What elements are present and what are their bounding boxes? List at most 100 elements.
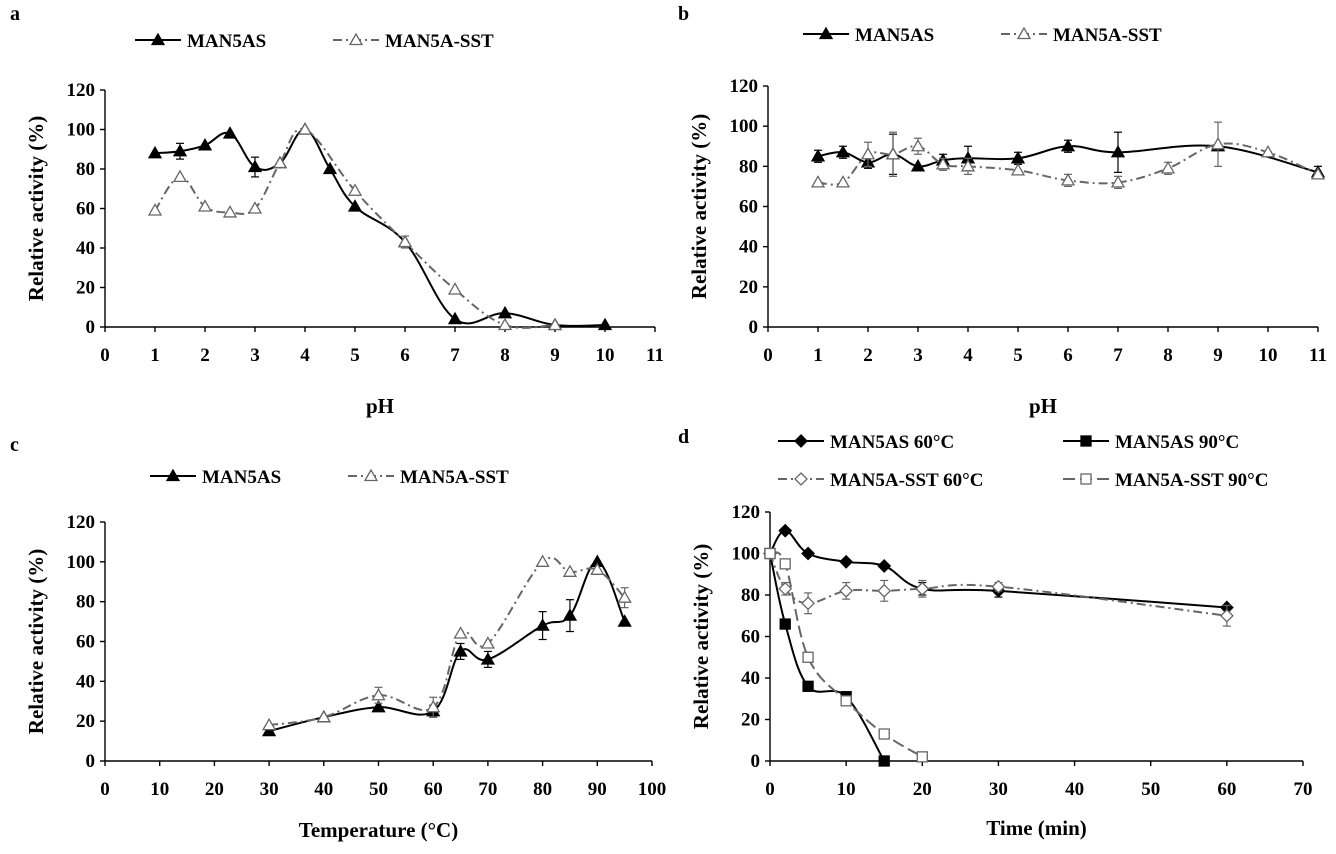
data-point	[197, 137, 213, 151]
legend-marker	[1080, 435, 1092, 447]
x-tick-label: 90	[588, 779, 607, 800]
x-tick-label: 50	[1141, 779, 1160, 800]
y-tick-label: 120	[730, 76, 759, 97]
data-point	[1010, 150, 1026, 164]
x-tick-label: 40	[1065, 779, 1084, 800]
data-point	[261, 723, 277, 737]
series-line	[769, 553, 1227, 617]
x-tick-label: 0	[765, 779, 775, 800]
data-point	[590, 562, 605, 575]
legend: MAN5AS 60°C MAN5AS 90°C MAN5A-SST 60°C MAN5…	[778, 432, 1268, 491]
x-tick-label: 0	[763, 345, 773, 366]
data-point	[480, 652, 496, 665]
y-tick-label: 80	[76, 159, 95, 180]
x-tick-label: 4	[963, 345, 973, 366]
data-point	[1210, 136, 1226, 150]
y-tick-label: 20	[739, 277, 758, 298]
x-tick-label: 11	[1309, 345, 1327, 366]
data-point	[617, 590, 632, 603]
legend-label: MAN5AS 60°C	[830, 432, 954, 453]
x-tick-label: 7	[450, 345, 460, 366]
panel-letter: d	[678, 427, 689, 448]
legend-marker	[348, 32, 364, 46]
series-2	[147, 122, 563, 331]
data-point	[839, 583, 854, 598]
y-axis-title: Relative activity (%)	[689, 544, 713, 729]
data-point	[810, 175, 826, 188]
data-point	[764, 547, 776, 560]
legend: MAN5AS MAN5A-SST	[803, 25, 1162, 46]
y-tick-label: 120	[67, 80, 96, 101]
legend: MAN5AS MAN5A-SST	[135, 31, 494, 52]
legend-label: MAN5AS	[855, 25, 934, 46]
y-tick-label: 100	[732, 544, 761, 565]
data-point	[147, 145, 163, 159]
x-tick-label: 10	[150, 779, 169, 800]
series-1	[261, 554, 632, 737]
data-point	[147, 203, 163, 216]
x-tick-label: 4	[300, 345, 310, 366]
data-point	[1010, 163, 1026, 176]
data-point	[535, 554, 550, 567]
data-point	[371, 699, 386, 713]
x-tick-label: 8	[500, 345, 510, 366]
data-point	[247, 159, 263, 173]
y-tick-label: 80	[76, 592, 95, 613]
data-point	[1219, 608, 1234, 623]
legend-label: MAN5A-SST	[1053, 25, 1162, 46]
series-2	[261, 554, 632, 731]
y-tick-label: 80	[739, 156, 758, 177]
x-tick-label: 2	[863, 345, 873, 366]
x-axis-title: pH	[366, 394, 394, 418]
panel-letter: a	[10, 3, 20, 25]
data-point	[247, 201, 263, 214]
legend-label: MAN5AS	[187, 31, 266, 52]
data-point	[1110, 175, 1126, 188]
x-tick-label: 10	[596, 345, 615, 366]
x-tick-label: 10	[837, 779, 856, 800]
chart-c: c 0 20 40 60 80 100 120 0 10 20 30 40 50 60 70 80 90 100 Re…	[10, 434, 666, 842]
panel-letter: b	[678, 3, 689, 25]
chart-d: d 0 20 40 60 80 100 120 0 10 20 30 40 50 60 70 Relative …	[678, 427, 1313, 840]
y-tick-label: 0	[749, 317, 759, 338]
data-point	[779, 618, 791, 630]
data-point	[261, 717, 277, 731]
panel-a: a 0 20 40 60 80 100 120 0 1 2 3 4 5 6 7 8 9 10 11 Relative a…	[0, 0, 668, 427]
legend-label: MAN5A-SST	[400, 467, 509, 488]
legend-marker	[165, 468, 181, 482]
data-point	[453, 644, 468, 657]
x-axis-title: Time (min)	[986, 816, 1087, 840]
y-tick-label: 60	[739, 197, 758, 218]
x-tick-label: 60	[424, 779, 443, 800]
data-point	[810, 148, 826, 162]
data-point	[172, 169, 188, 183]
data-point	[915, 581, 930, 596]
data-point	[1060, 173, 1076, 186]
series-4	[764, 547, 928, 763]
data-point	[272, 155, 288, 169]
y-axis-title: Relative activity (%)	[24, 116, 48, 301]
data-point	[960, 159, 976, 172]
x-tick-label: 6	[1063, 345, 1073, 366]
series-1	[147, 122, 613, 331]
data-point	[835, 175, 851, 188]
x-tick-label: 9	[550, 345, 560, 366]
x-tick-label: 1	[150, 345, 160, 366]
data-point	[801, 596, 815, 611]
data-point	[802, 651, 814, 663]
data-point	[426, 699, 441, 713]
y-tick-label: 60	[741, 627, 760, 648]
legend-label: MAN5AS 90°C	[1115, 432, 1239, 453]
x-tick-label: 5	[1013, 345, 1023, 366]
legend-marker	[1080, 473, 1092, 485]
y-tick-label: 40	[739, 237, 758, 258]
y-tick-label: 120	[732, 502, 761, 523]
data-point	[840, 695, 852, 707]
data-point	[480, 636, 496, 649]
y-tick-label: 0	[86, 751, 96, 772]
data-point	[617, 614, 632, 627]
panel-b: b 0 20 40 60 80 100 120 0 1 2 3 4 5 6 7 8 9 10 11 Relative a…	[668, 0, 1336, 427]
y-tick-label: 40	[76, 671, 95, 692]
y-tick-label: 120	[67, 512, 96, 533]
y-tick-label: 100	[67, 120, 96, 141]
